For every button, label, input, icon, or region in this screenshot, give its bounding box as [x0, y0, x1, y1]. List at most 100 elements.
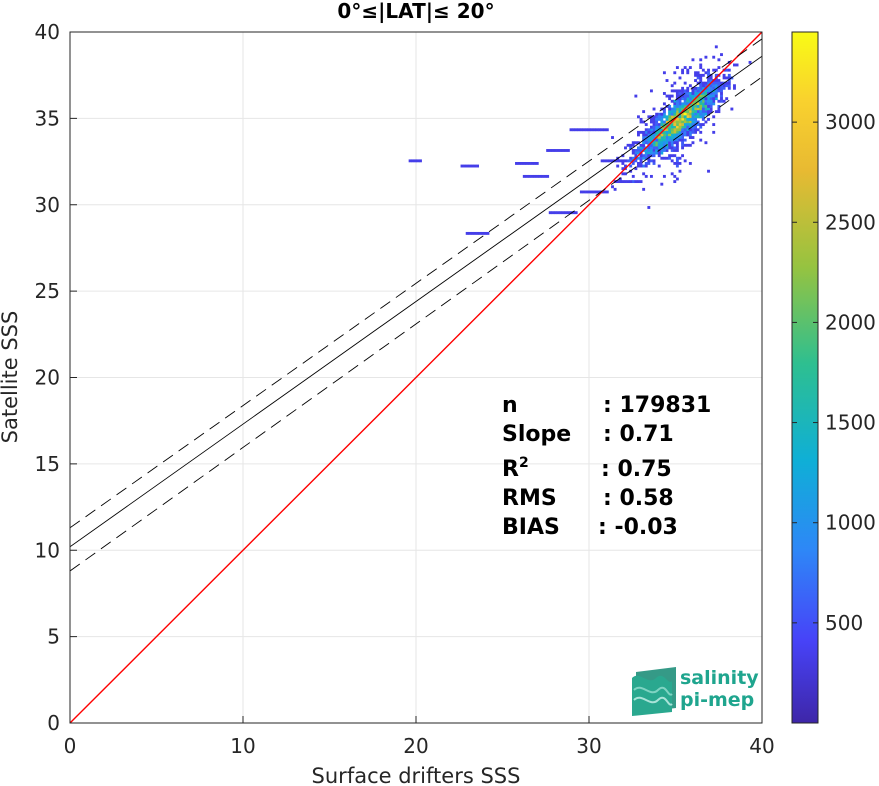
- density-cell: [660, 156, 664, 160]
- density-cell: [637, 164, 640, 168]
- density-cell: [476, 231, 480, 235]
- density-cell: [704, 55, 708, 59]
- y-tick-label: 20: [35, 366, 60, 390]
- density-cell: [670, 125, 674, 129]
- density-cell: [714, 68, 718, 72]
- density-cell: [665, 123, 669, 127]
- density-cell: [595, 190, 599, 194]
- density-cell: [569, 211, 573, 215]
- density-cell: [691, 86, 695, 90]
- density-cell: [712, 92, 716, 95]
- density-cell: [704, 141, 708, 145]
- density-cell: [665, 117, 669, 121]
- density-cell: [535, 174, 539, 178]
- density-cell: [675, 107, 679, 111]
- density-cell: [517, 161, 521, 165]
- density-cell: [582, 190, 586, 194]
- density-cell: [681, 107, 685, 111]
- density-cell: [644, 123, 648, 127]
- density-cell: [675, 102, 679, 106]
- density-cell: [655, 143, 659, 147]
- density-cell: [624, 180, 627, 184]
- density-cell: [665, 133, 669, 137]
- density-cell: [665, 156, 669, 160]
- density-cell: [649, 159, 653, 163]
- density-cell: [657, 154, 661, 158]
- density-cell: [668, 128, 672, 132]
- density-cell: [675, 146, 679, 150]
- density-cell: [694, 86, 697, 90]
- regression-lines: [70, 32, 762, 723]
- density-cell: [675, 99, 679, 103]
- density-cell: [686, 130, 690, 134]
- density-cell: [673, 99, 677, 103]
- density-cell: [582, 128, 586, 132]
- density-cell: [717, 110, 721, 114]
- density-cell: [566, 211, 570, 215]
- density-cell: [673, 133, 677, 137]
- density-cell: [701, 86, 705, 90]
- density-cell: [709, 107, 713, 111]
- colorbar-tick-label: 500: [825, 611, 863, 635]
- density-cell: [673, 128, 677, 132]
- density-cell: [691, 107, 695, 111]
- density-cell: [662, 125, 666, 129]
- density-cell: [688, 125, 692, 129]
- density-cell: [707, 104, 710, 108]
- density-cell: [616, 159, 620, 163]
- logo-waves-icon: [632, 667, 676, 716]
- density-cell: [712, 81, 716, 85]
- density-cell: [717, 86, 721, 90]
- stat-label: n: [502, 393, 518, 418]
- density-cell: [668, 156, 672, 160]
- density-cell: [678, 104, 682, 108]
- density-cell: [598, 190, 601, 194]
- y-axis-label: Satellite SSS: [0, 311, 22, 444]
- density-cell: [730, 107, 734, 111]
- density-cell: [675, 143, 679, 147]
- density-cell: [688, 107, 692, 111]
- density-cell: [642, 172, 646, 176]
- colorbar-tick-label: 3000: [825, 110, 876, 134]
- density-cell: [642, 110, 646, 114]
- density-cell: [631, 161, 635, 165]
- density-cell: [686, 94, 690, 98]
- density-cell: [657, 115, 661, 119]
- density-cell: [662, 149, 666, 152]
- density-cell: [678, 110, 682, 114]
- density-cell: [631, 156, 635, 160]
- density-cell: [678, 102, 682, 106]
- density-cell: [681, 138, 685, 142]
- density-cell: [709, 104, 713, 108]
- density-cell: [649, 174, 653, 178]
- density-cell: [649, 128, 653, 132]
- density-cell: [603, 190, 607, 194]
- density-cell: [624, 146, 627, 150]
- density-cell: [660, 149, 664, 152]
- density-cell: [691, 136, 695, 139]
- density-cell: [691, 120, 695, 124]
- density-cell: [704, 92, 708, 95]
- density-cell: [655, 146, 659, 150]
- density-cell: [707, 110, 710, 114]
- density-cell: [673, 149, 677, 152]
- density-cell: [665, 136, 669, 139]
- density-cell: [714, 84, 718, 88]
- density-cell: [670, 94, 674, 98]
- density-cell: [662, 133, 666, 137]
- density-cell: [657, 138, 661, 142]
- stat-value: : 0.75: [601, 457, 672, 482]
- density-cell: [540, 174, 544, 178]
- density-cell: [670, 110, 674, 114]
- density-cell: [551, 211, 555, 215]
- density-cell: [717, 66, 721, 70]
- density-cell: [725, 84, 729, 88]
- density-cell: [642, 187, 646, 191]
- density-cell: [662, 102, 666, 106]
- density-cell: [725, 81, 729, 85]
- density-cell: [722, 99, 726, 103]
- density-cell: [665, 141, 669, 145]
- density-cell: [670, 154, 674, 158]
- density-cell: [634, 149, 638, 152]
- density-cell: [670, 141, 674, 145]
